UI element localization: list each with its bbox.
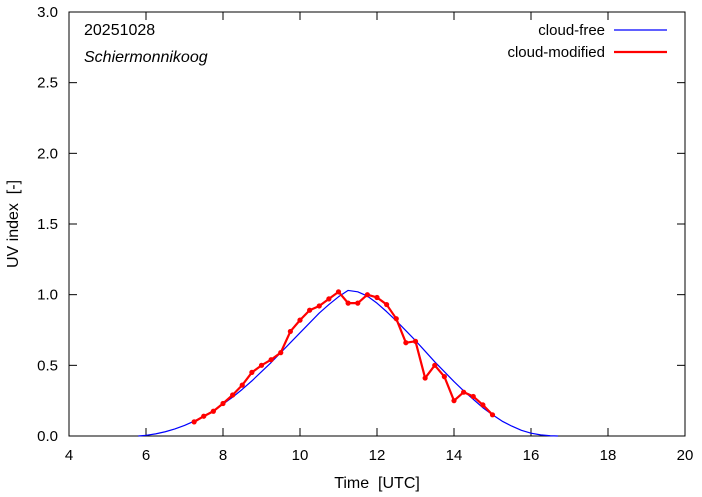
- data-point-cloud-modified: [201, 413, 207, 419]
- data-point-cloud-modified: [470, 393, 476, 400]
- y-tick-label: 0.5: [37, 357, 58, 374]
- x-axis-title: Time [UTC]: [334, 475, 420, 492]
- x-tick-label: 18: [600, 447, 617, 464]
- x-tick-label: 14: [446, 447, 463, 464]
- data-point-cloud-modified: [451, 398, 457, 404]
- data-point-cloud-modified: [249, 369, 255, 375]
- y-tick-label: 3.0: [37, 4, 58, 21]
- y-tick-label: 2.5: [37, 75, 58, 92]
- x-tick-label: 8: [219, 447, 227, 464]
- data-point-cloud-modified: [230, 392, 236, 398]
- data-point-cloud-modified: [191, 419, 197, 425]
- legend: cloud-free cloud-modified: [507, 22, 667, 61]
- series-layer: [138, 289, 558, 437]
- y-tick-label: 0.0: [37, 428, 58, 445]
- legend-label-cloud-modified: cloud-modified: [507, 44, 605, 61]
- data-point-cloud-modified: [432, 362, 438, 368]
- data-point-cloud-modified: [441, 374, 447, 380]
- data-point-cloud-modified: [278, 350, 284, 356]
- data-point-cloud-modified: [316, 303, 322, 309]
- plot-frame: [68, 11, 686, 437]
- data-point-cloud-modified: [364, 292, 370, 298]
- data-point-cloud-modified: [384, 301, 390, 308]
- x-tick-label: 16: [523, 447, 540, 464]
- data-point-cloud-modified: [374, 294, 380, 301]
- data-point-cloud-modified: [480, 402, 486, 408]
- data-point-cloud-modified: [307, 307, 313, 313]
- x-axis: 4 6 8 10 12 14 16 18 20: [65, 12, 694, 464]
- series-line-cloud-modified: [193, 290, 494, 423]
- data-point-cloud-modified: [326, 296, 332, 302]
- data-point-cloud-modified: [412, 338, 419, 344]
- data-point-cloud-modified: [461, 389, 467, 395]
- location-annotation: Schiermonnikoog: [84, 49, 208, 66]
- x-tick-label: 4: [65, 447, 73, 464]
- data-point-cloud-modified: [268, 357, 274, 363]
- data-point-cloud-modified: [422, 375, 428, 381]
- x-tick-label: 20: [677, 447, 694, 464]
- data-point-cloud-modified: [403, 340, 409, 346]
- data-point-cloud-modified: [335, 289, 342, 295]
- y-tick-label: 1.0: [37, 287, 58, 304]
- data-point-cloud-modified: [239, 382, 245, 388]
- y-axis-title: UV index [-]: [5, 180, 22, 268]
- x-tick-label: 6: [142, 447, 150, 464]
- data-point-cloud-modified: [355, 300, 361, 306]
- date-annotation: 20251028: [84, 22, 155, 39]
- data-point-cloud-modified: [297, 317, 303, 323]
- data-point-cloud-modified: [393, 316, 399, 322]
- x-tick-label: 10: [292, 447, 309, 464]
- data-point-cloud-modified: [258, 362, 265, 368]
- x-tick-label: 12: [369, 447, 386, 464]
- y-tick-label: 2.0: [37, 145, 58, 162]
- data-point-cloud-modified: [220, 400, 226, 407]
- data-point-cloud-modified: [210, 408, 216, 414]
- data-point-cloud-modified: [489, 412, 496, 418]
- legend-label-cloud-free: cloud-free: [538, 22, 605, 39]
- data-point-cloud-modified: [345, 300, 351, 306]
- y-axis: 0.0 0.5 1.0 1.5 2.0 2.5 3.0: [37, 4, 685, 445]
- data-point-cloud-modified: [287, 328, 293, 335]
- y-tick-label: 1.5: [37, 216, 58, 233]
